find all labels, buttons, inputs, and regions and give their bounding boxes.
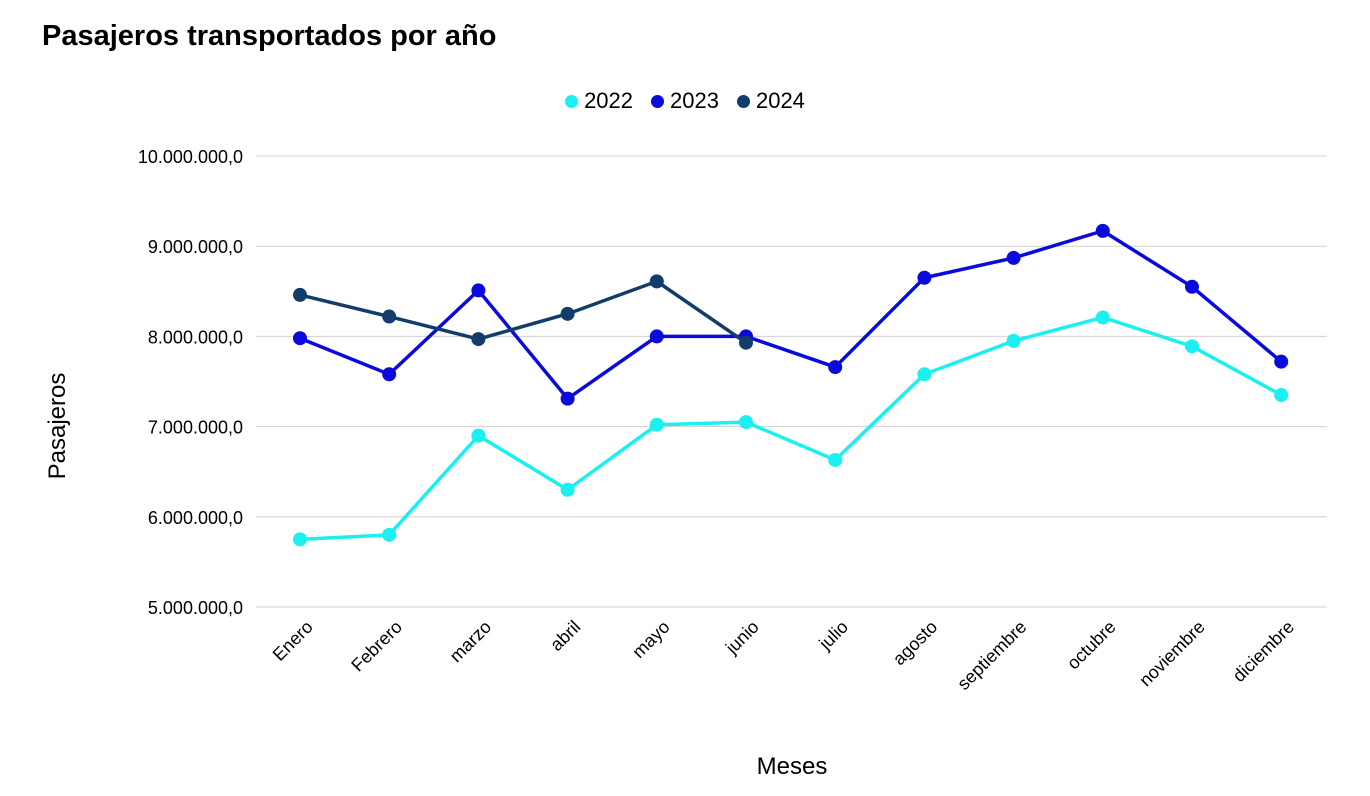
data-point-2023: [917, 270, 932, 285]
legend-label-2024: 2024: [755, 88, 805, 113]
legend-marker-2024: [736, 94, 750, 108]
data-point-2022: [1185, 339, 1199, 354]
x-tick-label: octubre: [1063, 617, 1120, 674]
x-tick-label: Enero: [269, 617, 317, 665]
legend-entry-2022: 2022: [565, 88, 633, 114]
y-tick-label: 9.000.000,0: [148, 237, 243, 257]
data-point-2024: [471, 332, 486, 347]
y-tick-label: 10.000.000,0: [138, 147, 243, 167]
y-tick-label: 8.000.000,0: [148, 327, 243, 347]
legend-marker-2023: [651, 94, 665, 108]
y-tick-label: 7.000.000,0: [148, 418, 243, 438]
data-point-2022: [1274, 388, 1289, 403]
x-tick-label: junio: [721, 617, 763, 659]
data-point-2022: [293, 532, 307, 547]
data-point-2023: [382, 367, 397, 382]
y-tick-label: 5.000.000,0: [148, 598, 243, 618]
x-tick-label: agosto: [889, 617, 941, 669]
data-point-2023: [471, 283, 486, 298]
data-point-2023: [560, 391, 575, 406]
x-tick-label: noviembre: [1135, 617, 1209, 691]
data-point-2022: [560, 482, 575, 497]
legend-marker-2022: [565, 94, 579, 108]
x-tick-label: diciembre: [1229, 617, 1298, 686]
x-tick-label: julio: [815, 617, 852, 654]
data-point-2024: [293, 287, 307, 302]
x-axis-label: Meses: [756, 753, 828, 780]
data-point-2022: [1006, 333, 1021, 348]
chart-title: Pasajeros transportados por año: [42, 20, 497, 52]
legend-label-2022: 2022: [584, 88, 634, 113]
data-point-2022: [917, 367, 932, 382]
data-point-2023: [1006, 250, 1021, 265]
data-point-2022: [1095, 310, 1110, 325]
data-point-2024: [382, 309, 397, 324]
data-point-2023: [1095, 223, 1110, 238]
x-tick-label: mayo: [628, 617, 673, 662]
data-point-2023: [1274, 354, 1289, 369]
data-point-2024: [649, 274, 664, 289]
data-point-2023: [293, 331, 307, 346]
data-point-2023: [649, 329, 664, 344]
data-point-2022: [828, 452, 843, 467]
data-point-2022: [649, 417, 664, 432]
x-tick-label: abril: [546, 617, 584, 655]
y-tick-label: 6.000.000,0: [148, 508, 243, 528]
legend: 2022 2023 2024: [0, 88, 1370, 114]
data-point-2023: [1185, 279, 1199, 294]
data-point-2022: [739, 415, 753, 430]
legend-entry-2023: 2023: [651, 88, 719, 114]
x-tick-label: Febrero: [347, 617, 406, 676]
data-point-2022: [382, 527, 397, 542]
x-tick-label: marzo: [446, 617, 496, 667]
legend-label-2023: 2023: [670, 88, 719, 113]
series-line-2023: [299, 229, 1283, 401]
legend-entry-2024: 2024: [736, 88, 805, 114]
data-point-2024: [739, 335, 753, 350]
data-point-2023: [828, 360, 843, 375]
y-axis-label: Pasajeros: [44, 372, 71, 480]
x-tick-label: septiembre: [953, 617, 1030, 694]
data-point-2024: [560, 306, 575, 321]
data-point-2022: [471, 428, 486, 443]
series-line-2024: [299, 279, 747, 345]
series-line-2022: [299, 315, 1283, 542]
